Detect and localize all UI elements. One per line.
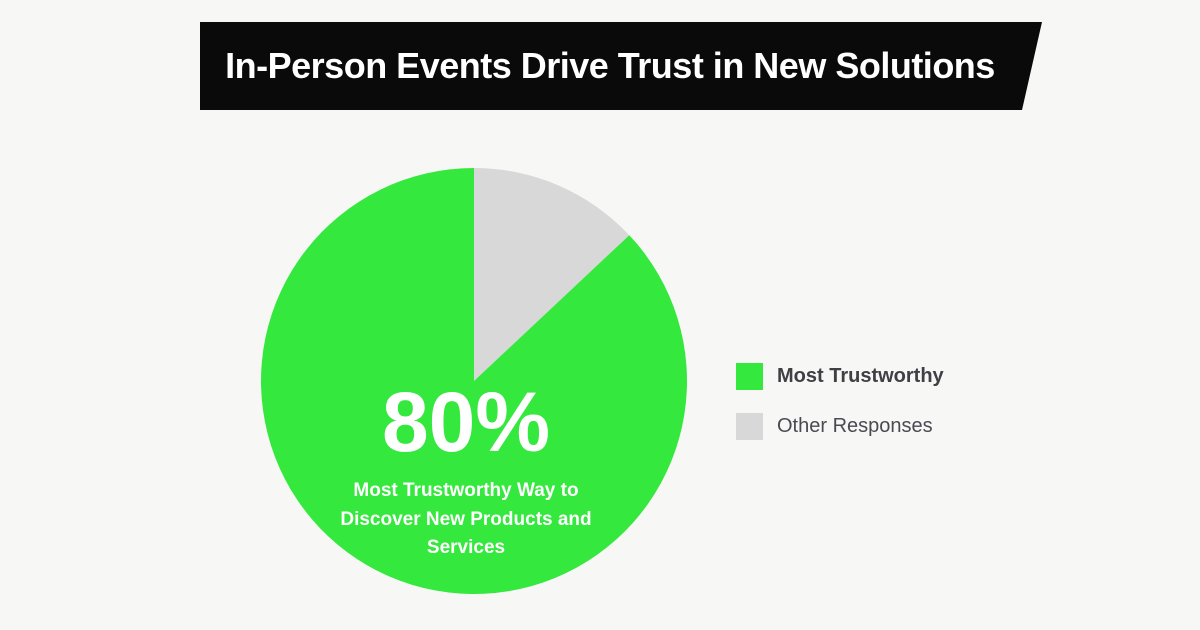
legend-label-most-trustworthy: Most Trustworthy xyxy=(777,364,944,387)
legend-swatch-other-responses xyxy=(736,412,763,440)
chart-legend: Most Trustworthy Other Responses xyxy=(736,361,944,461)
legend-label-other-responses: Other Responses xyxy=(777,414,933,437)
pie-slices xyxy=(261,167,687,594)
pie-caption-label: Most Trustworthy Way to Discover New Pro… xyxy=(340,480,592,558)
legend-swatch-most-trustworthy xyxy=(736,362,763,390)
legend-item-other-responses: Other Responses xyxy=(736,411,944,441)
legend-item-most-trustworthy: Most Trustworthy xyxy=(736,361,944,391)
pie-slice-most-trustworthy xyxy=(261,167,687,594)
pie-slice-other-responses xyxy=(474,168,630,381)
chart-title: In-Person Events Drive Trust in New Solu… xyxy=(225,45,995,86)
pie-value-label: 80% xyxy=(381,375,551,469)
